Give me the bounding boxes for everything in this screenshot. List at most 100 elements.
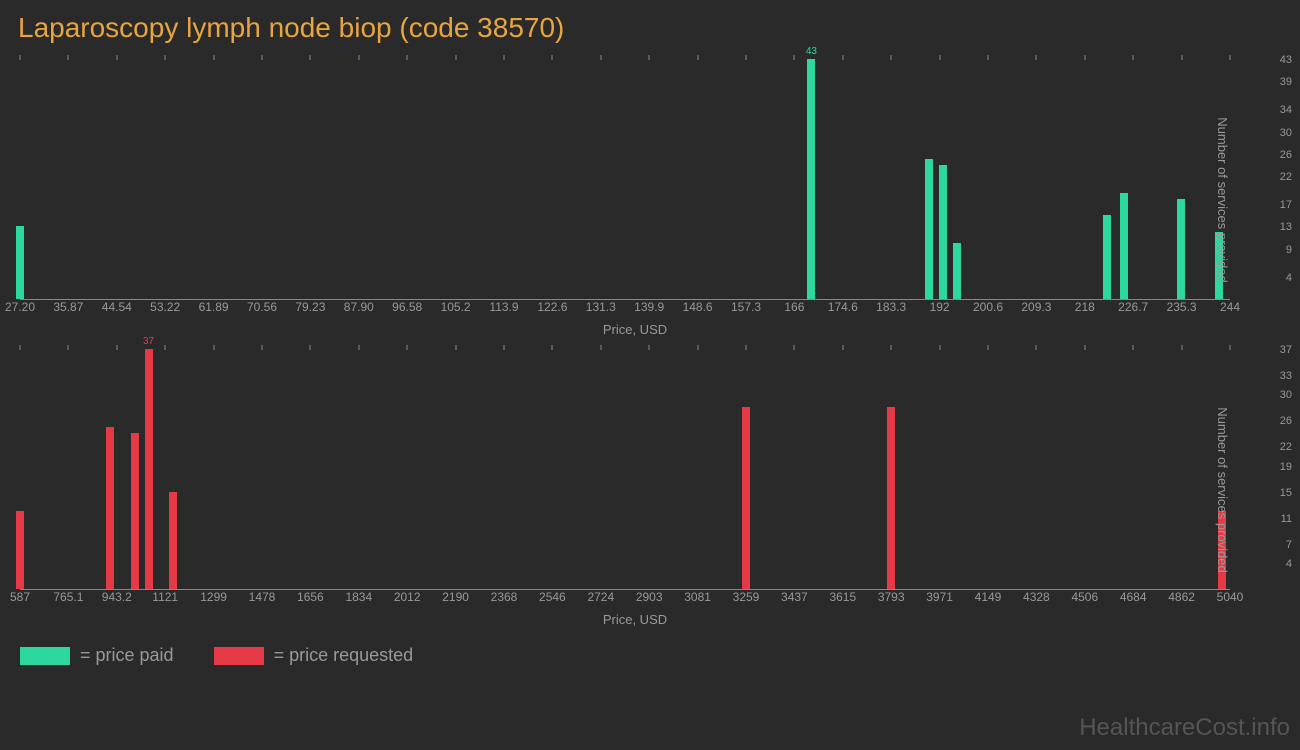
x-tick-label: 70.56 bbox=[247, 300, 277, 314]
x-tick-label: 226.7 bbox=[1118, 300, 1148, 314]
chart-bottom-x-label: Price, USD bbox=[20, 612, 1250, 627]
chart-bottom-y-label: Number of services provided bbox=[1215, 407, 1230, 572]
x-tick-label: 4506 bbox=[1071, 590, 1098, 604]
bar bbox=[106, 427, 114, 589]
y-tick-label: 15 bbox=[1257, 487, 1292, 499]
x-tick-label: 192 bbox=[930, 300, 950, 314]
x-tick-label: 105.2 bbox=[441, 300, 471, 314]
x-tick-label: 4328 bbox=[1023, 590, 1050, 604]
x-tick-label: 1478 bbox=[249, 590, 276, 604]
chart-top-x-ticks: 27.2035.8744.5453.2261.8970.5679.2387.90… bbox=[20, 300, 1230, 320]
x-tick-label: 148.6 bbox=[683, 300, 713, 314]
y-tick-label: 34 bbox=[1257, 104, 1292, 116]
y-tick-label: 33 bbox=[1257, 370, 1292, 382]
bar bbox=[887, 407, 895, 589]
y-tick-label: 17 bbox=[1257, 199, 1292, 211]
x-tick-label: 44.54 bbox=[102, 300, 132, 314]
x-tick-label: 3971 bbox=[926, 590, 953, 604]
chart-top-y-axis: 491317222630343943 bbox=[1252, 60, 1292, 300]
x-tick-label: 5040 bbox=[1217, 590, 1244, 604]
x-tick-label: 113.9 bbox=[489, 300, 518, 314]
x-tick-label: 244 bbox=[1220, 300, 1240, 314]
bar bbox=[1177, 199, 1185, 299]
chart-top-x-label: Price, USD bbox=[20, 322, 1250, 337]
x-tick-label: 2012 bbox=[394, 590, 421, 604]
chart-bottom-area: 37 bbox=[20, 350, 1230, 590]
legend-item: = price paid bbox=[20, 645, 174, 666]
y-tick-label: 4 bbox=[1257, 272, 1292, 284]
chart-top-y-label: Number of services provided bbox=[1215, 117, 1230, 282]
x-tick-label: 4862 bbox=[1168, 590, 1195, 604]
watermark: HealthcareCost.info bbox=[1079, 714, 1290, 742]
bar: 43 bbox=[807, 59, 815, 299]
x-tick-label: 2903 bbox=[636, 590, 663, 604]
x-tick-label: 1834 bbox=[345, 590, 372, 604]
chart-top: 43 491317222630343943 Number of services… bbox=[20, 60, 1250, 340]
x-tick-label: 183.3 bbox=[876, 300, 906, 314]
legend-item: = price requested bbox=[214, 645, 414, 666]
y-tick-label: 30 bbox=[1257, 389, 1292, 401]
bar-value-label: 37 bbox=[143, 336, 154, 347]
x-tick-label: 61.89 bbox=[199, 300, 229, 314]
x-tick-label: 122.6 bbox=[537, 300, 567, 314]
y-tick-label: 22 bbox=[1257, 171, 1292, 183]
x-tick-label: 2546 bbox=[539, 590, 566, 604]
y-tick-label: 4 bbox=[1257, 558, 1292, 570]
y-tick-label: 26 bbox=[1257, 415, 1292, 427]
bar bbox=[169, 492, 177, 589]
x-tick-label: 174.6 bbox=[828, 300, 858, 314]
x-tick-label: 35.87 bbox=[53, 300, 83, 314]
x-tick-label: 131.3 bbox=[586, 300, 616, 314]
legend: = price paid = price requested bbox=[0, 635, 1300, 676]
x-tick-label: 209.3 bbox=[1021, 300, 1051, 314]
x-tick-label: 157.3 bbox=[731, 300, 761, 314]
bar bbox=[1120, 193, 1128, 299]
x-tick-label: 1299 bbox=[200, 590, 227, 604]
y-tick-label: 30 bbox=[1257, 127, 1292, 139]
chart-bottom: 37 471115192226303337 Number of services… bbox=[20, 350, 1250, 630]
chart-bottom-y-axis: 471115192226303337 bbox=[1252, 350, 1292, 590]
x-tick-label: 3437 bbox=[781, 590, 808, 604]
bar: 37 bbox=[145, 349, 153, 589]
bar-value-label: 43 bbox=[806, 46, 817, 57]
y-tick-label: 11 bbox=[1257, 513, 1292, 525]
x-tick-label: 765.1 bbox=[53, 590, 83, 604]
bar bbox=[742, 407, 750, 589]
legend-label: = price requested bbox=[274, 645, 414, 666]
x-tick-label: 53.22 bbox=[150, 300, 180, 314]
chart-bottom-x-ticks: 587765.1943.2112112991478165618342012219… bbox=[20, 590, 1230, 610]
x-tick-label: 1121 bbox=[152, 590, 178, 604]
bar bbox=[16, 226, 24, 299]
x-tick-label: 235.3 bbox=[1167, 300, 1197, 314]
x-tick-label: 943.2 bbox=[102, 590, 132, 604]
y-tick-label: 9 bbox=[1257, 244, 1292, 256]
x-tick-label: 2724 bbox=[587, 590, 614, 604]
x-tick-label: 200.6 bbox=[973, 300, 1003, 314]
y-tick-label: 7 bbox=[1257, 539, 1292, 551]
x-tick-label: 27.20 bbox=[5, 300, 35, 314]
x-tick-label: 87.90 bbox=[344, 300, 374, 314]
y-tick-label: 19 bbox=[1257, 461, 1292, 473]
bar bbox=[953, 243, 961, 299]
x-tick-label: 4149 bbox=[975, 590, 1002, 604]
x-tick-label: 3081 bbox=[684, 590, 711, 604]
x-tick-label: 3793 bbox=[878, 590, 905, 604]
x-tick-label: 2368 bbox=[491, 590, 518, 604]
legend-swatch bbox=[20, 647, 70, 665]
x-tick-label: 139.9 bbox=[634, 300, 664, 314]
x-tick-label: 166 bbox=[784, 300, 804, 314]
y-tick-label: 13 bbox=[1257, 221, 1292, 233]
page-title: Laparoscopy lymph node biop (code 38570) bbox=[0, 0, 1300, 50]
x-tick-label: 587 bbox=[10, 590, 30, 604]
y-tick-label: 43 bbox=[1257, 54, 1292, 66]
legend-label: = price paid bbox=[80, 645, 174, 666]
x-tick-label: 96.58 bbox=[392, 300, 422, 314]
x-tick-label: 79.23 bbox=[295, 300, 325, 314]
bar bbox=[925, 159, 933, 299]
y-tick-label: 26 bbox=[1257, 149, 1292, 161]
y-tick-label: 39 bbox=[1257, 76, 1292, 88]
y-tick-label: 22 bbox=[1257, 441, 1292, 453]
x-tick-label: 3615 bbox=[829, 590, 856, 604]
x-tick-label: 218 bbox=[1075, 300, 1095, 314]
bar bbox=[939, 165, 947, 299]
